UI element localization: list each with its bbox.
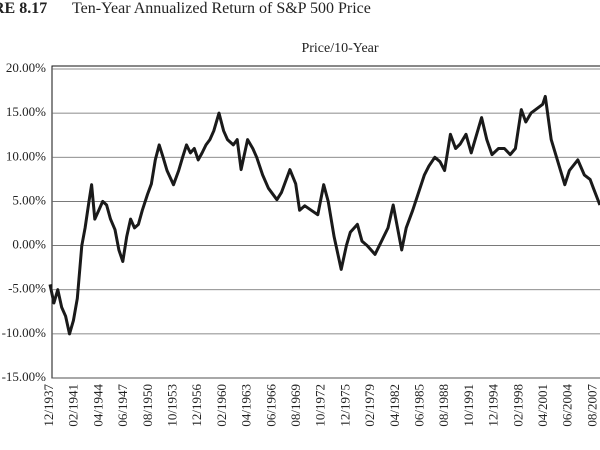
x-tick-label: 04/1944 (90, 384, 105, 427)
y-tick-label: -10.00% (2, 325, 47, 340)
x-tick-label: 02/1979 (362, 384, 377, 427)
x-tick-label: 12/1994 (486, 384, 501, 427)
x-tick-label: 04/1982 (387, 384, 402, 427)
x-tick-label: 12/1956 (189, 384, 204, 427)
y-tick-label: 20.00% (6, 60, 46, 75)
x-tick-label: 04/1963 (239, 384, 254, 427)
x-tick-label: 08/1950 (140, 384, 155, 427)
x-tick-label: 06/1985 (411, 384, 426, 427)
y-tick-label: -5.00% (8, 281, 46, 296)
x-tick-label: 02/1960 (214, 384, 229, 427)
data-line (48, 94, 600, 336)
y-tick-label: 5.00% (12, 192, 46, 207)
y-tick-label: 15.00% (6, 104, 46, 119)
x-tick-label: 10/1991 (461, 384, 476, 427)
chart-title: Ten-Year Annualized Return of S&P 500 Pr… (72, 0, 371, 17)
x-tick-label: 02/1941 (66, 384, 81, 427)
x-tick-label: 12/1937 (41, 384, 56, 427)
y-tick-label: 0.00% (12, 237, 46, 252)
x-tick-label: 10/1972 (313, 384, 328, 427)
x-tick-label: 06/2004 (560, 384, 575, 427)
chart-subtitle: Price/10-Year (301, 41, 378, 56)
x-tick-label: 06/1947 (115, 384, 130, 427)
x-tick-label: 06/1966 (263, 384, 278, 427)
y-tick-label: -15.00% (2, 369, 47, 384)
y-tick-label: 10.00% (6, 148, 46, 163)
x-tick-label: 08/1969 (288, 384, 303, 427)
x-tick-label: 02/1998 (510, 384, 525, 427)
x-tick-label: 10/1953 (164, 384, 179, 427)
x-tick-label: 08/1988 (436, 384, 451, 427)
x-tick-label: 12/1975 (337, 384, 352, 427)
figure-label: FIGURE 8.17 (0, 0, 47, 17)
x-tick-label: 08/2007 (584, 384, 599, 427)
x-tick-label: 04/2001 (535, 384, 550, 427)
